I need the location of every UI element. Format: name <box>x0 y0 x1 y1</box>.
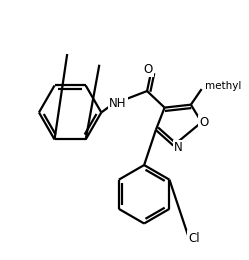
Text: N: N <box>174 141 183 154</box>
Text: Cl: Cl <box>188 232 200 245</box>
Text: O: O <box>143 63 153 76</box>
Text: methyl: methyl <box>205 81 242 91</box>
Text: NH: NH <box>109 97 126 110</box>
Text: O: O <box>199 116 208 129</box>
